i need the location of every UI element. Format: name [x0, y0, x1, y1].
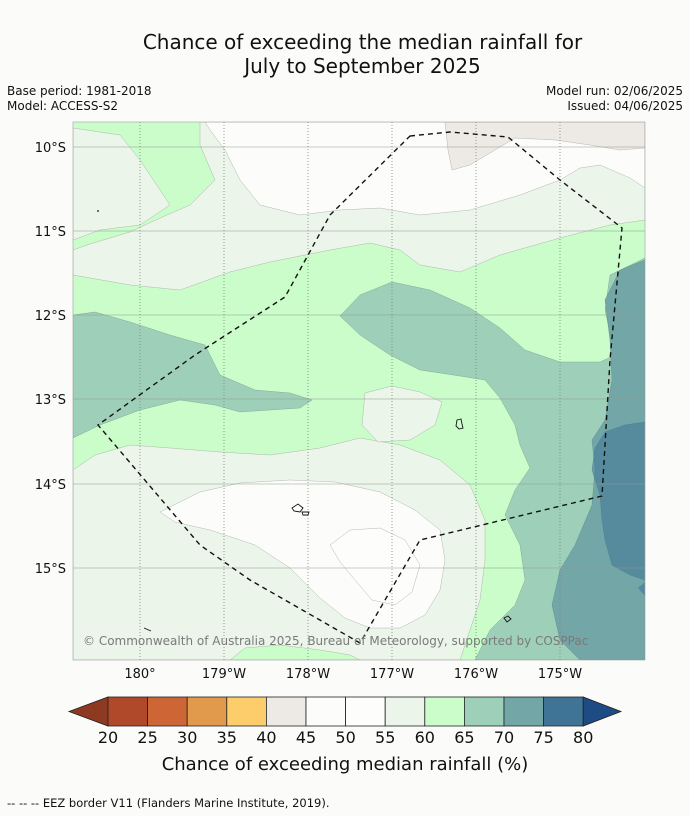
- lat-labels: 10°S 11°S 12°S 13°S 14°S 15°S: [35, 141, 66, 577]
- meta-right: Model run: 02/06/2025 Issued: 04/06/2025: [546, 84, 683, 114]
- island-south-west: [291, 503, 304, 513]
- region-45-55-north: [204, 122, 645, 216]
- eez-footnote: -- -- -- EEZ border V11 (Flanders Marine…: [7, 796, 330, 810]
- region-75-80-east: [591, 421, 645, 581]
- colorbar-seg-60-65: [424, 696, 465, 727]
- eez-border: [96, 131, 623, 644]
- model-name: Model: ACCESS-S2: [7, 99, 119, 113]
- model-run: Model run: 02/06/2025: [545, 84, 683, 98]
- cb-tick-60: 60: [415, 728, 435, 747]
- cb-tick-55: 55: [375, 728, 395, 747]
- cb-tick-75: 75: [533, 728, 553, 747]
- lat-label-14s: 14°S: [35, 478, 66, 493]
- island-dot-west: [97, 210, 99, 212]
- lon-label-178w: 178°W: [286, 667, 330, 682]
- colorbar-seg-30-35: [186, 696, 228, 727]
- region-55-60-central-patch: [361, 385, 443, 443]
- cb-tick-40: 40: [256, 728, 276, 747]
- lon-label-176w: 176°W: [454, 667, 498, 682]
- lon-labels: 180° 179°W 178°W 177°W 176°W 175°W: [124, 667, 582, 682]
- colorbar-seg-45-50: [305, 696, 346, 727]
- colorbar-title: Chance of exceeding median rainfall (%): [162, 754, 529, 775]
- island-central: [455, 418, 464, 430]
- cb-tick-50: 50: [335, 728, 355, 747]
- cb-tick-35: 35: [217, 728, 237, 747]
- colorbar-seg-20-25: [107, 696, 148, 727]
- lat-label-10s: 10°S: [35, 141, 66, 156]
- cb-tick-25: 25: [137, 728, 157, 747]
- title-line-2: July to September 2025: [244, 54, 481, 78]
- cb-tick-45: 45: [296, 728, 316, 747]
- island-south-east: [503, 615, 512, 623]
- issued-date: Issued: 04/06/2025: [567, 99, 683, 113]
- cb-tick-80: 80: [573, 728, 593, 747]
- region-50-55-core: [329, 527, 421, 606]
- island-south-west-2: [301, 511, 310, 516]
- colorbar-seg-40-45: [265, 696, 307, 727]
- chart-title: Chance of exceeding the median rainfall …: [0, 30, 690, 78]
- region-40-45-north: [444, 122, 645, 171]
- rainfall-map-area: [73, 122, 645, 660]
- colorbar-seg-25-30: [147, 696, 188, 727]
- lat-label-12s: 12°S: [35, 309, 66, 324]
- lat-gridlines: [73, 146, 645, 569]
- lon-label-180: 180°: [124, 667, 155, 682]
- lon-label-175w: 175°W: [538, 667, 582, 682]
- colorbar-extend-low: [67, 696, 109, 727]
- colorbar-seg-75-80: [543, 696, 584, 727]
- region-60-65-south-patch: [229, 644, 361, 660]
- copyright-text: © Commonwealth of Australia 2025, Bureau…: [83, 634, 588, 648]
- cb-tick-30: 30: [177, 728, 197, 747]
- island-sliver-sw: [143, 627, 152, 632]
- lat-label-11s: 11°S: [35, 225, 66, 240]
- lon-label-179w: 179°W: [202, 667, 246, 682]
- colorbar-seg-70-75: [503, 696, 544, 727]
- colorbar-extend-high: [582, 696, 623, 727]
- lat-label-15s: 15°S: [35, 562, 66, 577]
- title-line-1: Chance of exceeding the median rainfall …: [142, 30, 583, 54]
- region-55-60-north: [73, 127, 171, 241]
- cb-tick-20: 20: [98, 728, 118, 747]
- base-period: Base period: 1981-2018: [7, 84, 152, 98]
- colorbar: [67, 696, 623, 727]
- region-65-70-west: [73, 311, 313, 439]
- cb-tick-70: 70: [494, 728, 514, 747]
- colorbar-seg-65-70: [463, 696, 505, 727]
- colorbar-seg-55-60: [384, 696, 426, 727]
- colorbar-ticks: 20 25 30 35 40 45 50 55 60 65 70 75 80: [98, 728, 594, 747]
- region-75-80-marker: [638, 582, 645, 596]
- cb-tick-65: 65: [454, 728, 474, 747]
- colorbar-seg-35-40: [226, 696, 267, 727]
- lon-label-177w: 177°W: [370, 667, 414, 682]
- colorbar-seg-50-55: [345, 696, 386, 727]
- lat-label-13s: 13°S: [35, 393, 66, 408]
- meta-left: Base period: 1981-2018 Model: ACCESS-S2: [7, 84, 152, 114]
- map-frame: [72, 121, 646, 661]
